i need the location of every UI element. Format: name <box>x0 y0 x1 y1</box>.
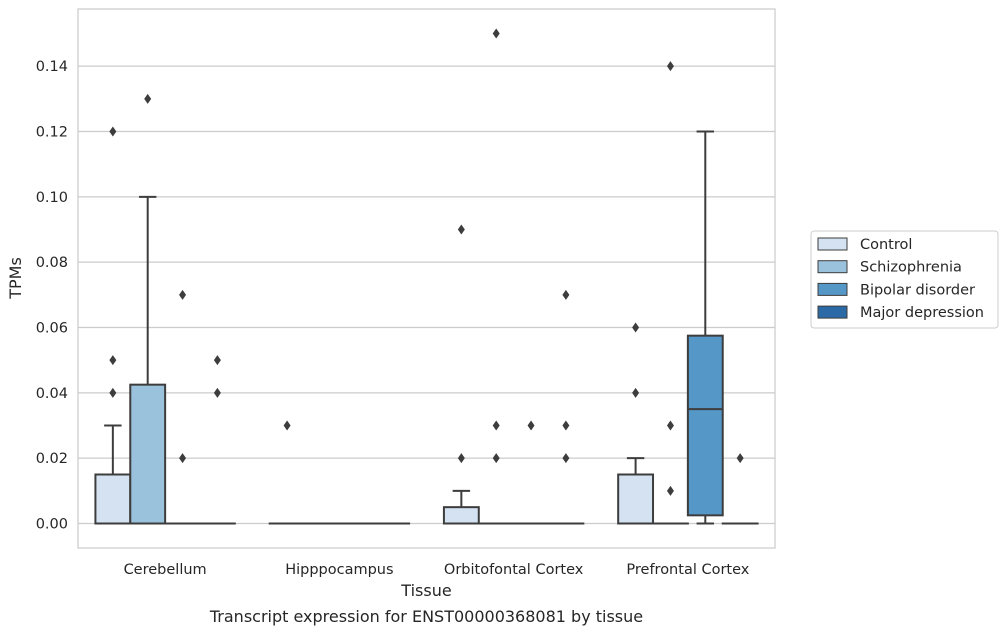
outlier-point <box>632 322 640 333</box>
y-tick-label: 0.14 <box>36 59 68 75</box>
box-control <box>442 224 480 525</box>
box-control <box>94 126 132 525</box>
outlier-point <box>492 420 500 431</box>
legend: Control Schizophrenia Bipolar disorder Majo… <box>810 230 999 329</box>
legend-frame <box>810 230 999 329</box>
box-body <box>617 473 655 525</box>
outlier-point <box>666 61 674 72</box>
y-tick-label: 0.12 <box>36 125 68 141</box>
legend-label: Bipolar disorder <box>860 282 975 298</box>
y-tick-labels: 0.00 0.02 0.04 0.06 0.08 0.10 0.12 0.14 <box>36 59 68 532</box>
box-bipolar-disorder <box>512 420 550 525</box>
box-schizophrenia <box>129 93 167 525</box>
y-tick-label: 0.10 <box>36 190 68 206</box>
legend-swatch <box>817 282 848 296</box>
y-tick-label: 0.06 <box>36 321 68 337</box>
outlier-point <box>492 28 500 39</box>
outlier-point <box>457 453 465 464</box>
x-tick-label: Hipppocampus <box>285 562 393 578</box>
outlier-point <box>632 387 640 398</box>
box-major-depression <box>721 453 759 525</box>
outlier-point <box>109 126 117 137</box>
outlier-point <box>562 289 570 300</box>
box-control <box>617 322 655 525</box>
outlier-point <box>492 453 500 464</box>
x-tick-labels: Cerebellum Hipppocampus Orbitofontal Corte… <box>124 562 750 578</box>
plot-area-frame <box>77 8 776 549</box>
outlier-point <box>666 420 674 431</box>
box-body <box>686 334 724 517</box>
box-schizophrenia <box>477 28 515 525</box>
chart-caption: Transcript expression for ENST0000036808… <box>209 607 643 626</box>
outlier-point <box>283 420 291 431</box>
box-control <box>268 420 306 525</box>
outlier-point <box>213 387 221 398</box>
legend-label: Control <box>860 237 912 253</box>
outlier-point <box>527 420 535 431</box>
boxes <box>94 28 759 525</box>
y-axis-label: TPMs <box>6 257 25 300</box>
box-bipolar-disorder <box>164 289 201 525</box>
legend-swatch <box>817 305 848 319</box>
box-major-depression <box>198 355 236 525</box>
outlier-point <box>562 453 570 464</box>
outlier-point <box>736 453 744 464</box>
x-tick-label: Prefrontal Cortex <box>626 562 749 578</box>
outlier-point <box>457 224 465 235</box>
outlier-point <box>109 355 117 366</box>
outlier-point <box>179 453 187 464</box>
y-tick-label: 0.02 <box>36 451 68 467</box>
x-tick-label: Cerebellum <box>124 562 207 578</box>
outlier-point <box>666 485 674 496</box>
legend-label: Schizophrenia <box>860 260 962 276</box>
legend-label: Major depression <box>860 305 984 321</box>
box-body <box>442 506 480 525</box>
box-major-depression <box>547 289 585 525</box>
box-schizophrenia <box>652 61 689 525</box>
gridlines <box>78 65 775 525</box>
box-body <box>94 473 132 525</box>
x-axis-label: Tissue <box>400 581 451 600</box>
outlier-point <box>213 355 221 366</box>
x-tick-label: Orbitofontal Cortex <box>444 562 584 578</box>
box-bipolar-disorder <box>686 130 724 525</box>
legend-swatch <box>817 260 848 274</box>
y-tick-label: 0.00 <box>36 517 68 533</box>
outlier-point <box>144 93 152 104</box>
y-tick-label: 0.08 <box>36 255 68 271</box>
outlier-point <box>562 420 570 431</box>
y-tick-label: 0.04 <box>36 386 68 402</box>
outlier-point <box>179 289 187 300</box>
outlier-point <box>109 387 117 398</box>
legend-swatch <box>817 237 848 251</box>
box-body <box>129 383 167 525</box>
